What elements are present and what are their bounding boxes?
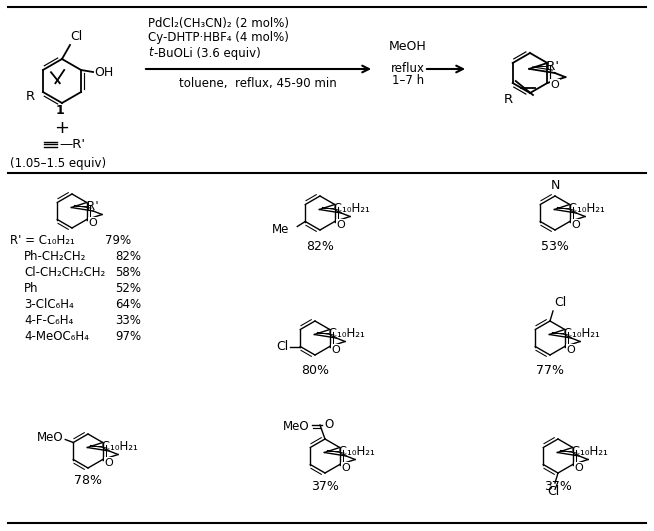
Text: (1.05–1.5 equiv): (1.05–1.5 equiv) [10,157,106,169]
Text: —R': —R' [59,138,85,150]
Text: -BuOLi (3.6 equiv): -BuOLi (3.6 equiv) [154,47,261,59]
Text: O: O [575,463,583,473]
Text: 4-MeOC₆H₄: 4-MeOC₆H₄ [24,330,89,344]
Text: 82%: 82% [306,239,334,253]
Text: 82%: 82% [115,251,141,263]
Text: —C₁₀H₂₁: —C₁₀H₂₁ [317,327,365,340]
Text: toluene,  reflux, 45-90 min: toluene, reflux, 45-90 min [179,76,337,90]
Text: 3-ClC₆H₄: 3-ClC₆H₄ [24,298,74,312]
Text: —C₁₀H₂₁: —C₁₀H₂₁ [553,327,600,340]
Text: O: O [551,80,559,90]
Text: 80%: 80% [301,364,329,378]
Text: O: O [324,418,334,432]
Text: 33%: 33% [115,314,141,328]
Text: O: O [105,458,114,468]
Text: O: O [572,220,581,230]
Text: 64%: 64% [115,298,141,312]
Text: R: R [26,90,35,102]
Text: MeO: MeO [37,431,63,444]
Text: O: O [567,345,576,355]
Text: Ph-CH₂CH₂: Ph-CH₂CH₂ [24,251,86,263]
Text: +: + [54,119,69,137]
Text: R: R [504,93,513,106]
Text: —C₁₀H₂₁: —C₁₀H₂₁ [557,202,605,215]
Text: t: t [148,47,152,59]
Text: Cl-CH₂CH₂CH₂: Cl-CH₂CH₂CH₂ [24,267,105,279]
Text: 1–7 h: 1–7 h [392,74,424,88]
Text: reflux: reflux [391,62,425,74]
Text: O: O [89,218,97,228]
Text: Me: Me [272,223,289,236]
Text: —C₁₀H₂₁: —C₁₀H₂₁ [560,445,608,458]
Text: O: O [332,345,341,355]
Text: 79%: 79% [105,235,131,247]
Text: OH: OH [94,65,113,79]
Text: —C₁₀H₂₁: —C₁₀H₂₁ [322,202,370,215]
Text: N: N [550,179,560,192]
Text: 78%: 78% [74,475,102,487]
Text: Cl: Cl [554,296,566,309]
Text: 37%: 37% [544,479,572,492]
Text: 1: 1 [56,105,64,117]
Text: 4-F-C₆H₄: 4-F-C₆H₄ [24,314,73,328]
Text: —C₁₀H₂₁: —C₁₀H₂₁ [328,445,375,458]
Text: Cl: Cl [70,30,82,43]
Text: Cy-DHTP·HBF₄ (4 mol%): Cy-DHTP·HBF₄ (4 mol%) [148,31,289,45]
Text: —C₁₀H₂₁: —C₁₀H₂₁ [90,440,138,453]
Text: O: O [337,220,345,230]
Text: —R': —R' [533,61,559,73]
Text: O: O [342,463,351,473]
Text: MeOH: MeOH [389,40,427,54]
Text: —R': —R' [75,200,99,213]
Text: R' = C₁₀H₂₁: R' = C₁₀H₂₁ [10,235,75,247]
Text: Cl: Cl [276,340,288,353]
Text: MeO: MeO [283,419,310,433]
Text: Ph: Ph [24,282,39,295]
Text: 52%: 52% [115,282,141,295]
Text: 77%: 77% [536,364,564,378]
Text: 58%: 58% [115,267,141,279]
Text: 97%: 97% [115,330,141,344]
Text: 37%: 37% [311,479,339,492]
Text: PdCl₂(CH₃CN)₂ (2 mol%): PdCl₂(CH₃CN)₂ (2 mol%) [148,16,289,30]
Text: Cl: Cl [547,485,559,498]
Text: 53%: 53% [541,239,569,253]
